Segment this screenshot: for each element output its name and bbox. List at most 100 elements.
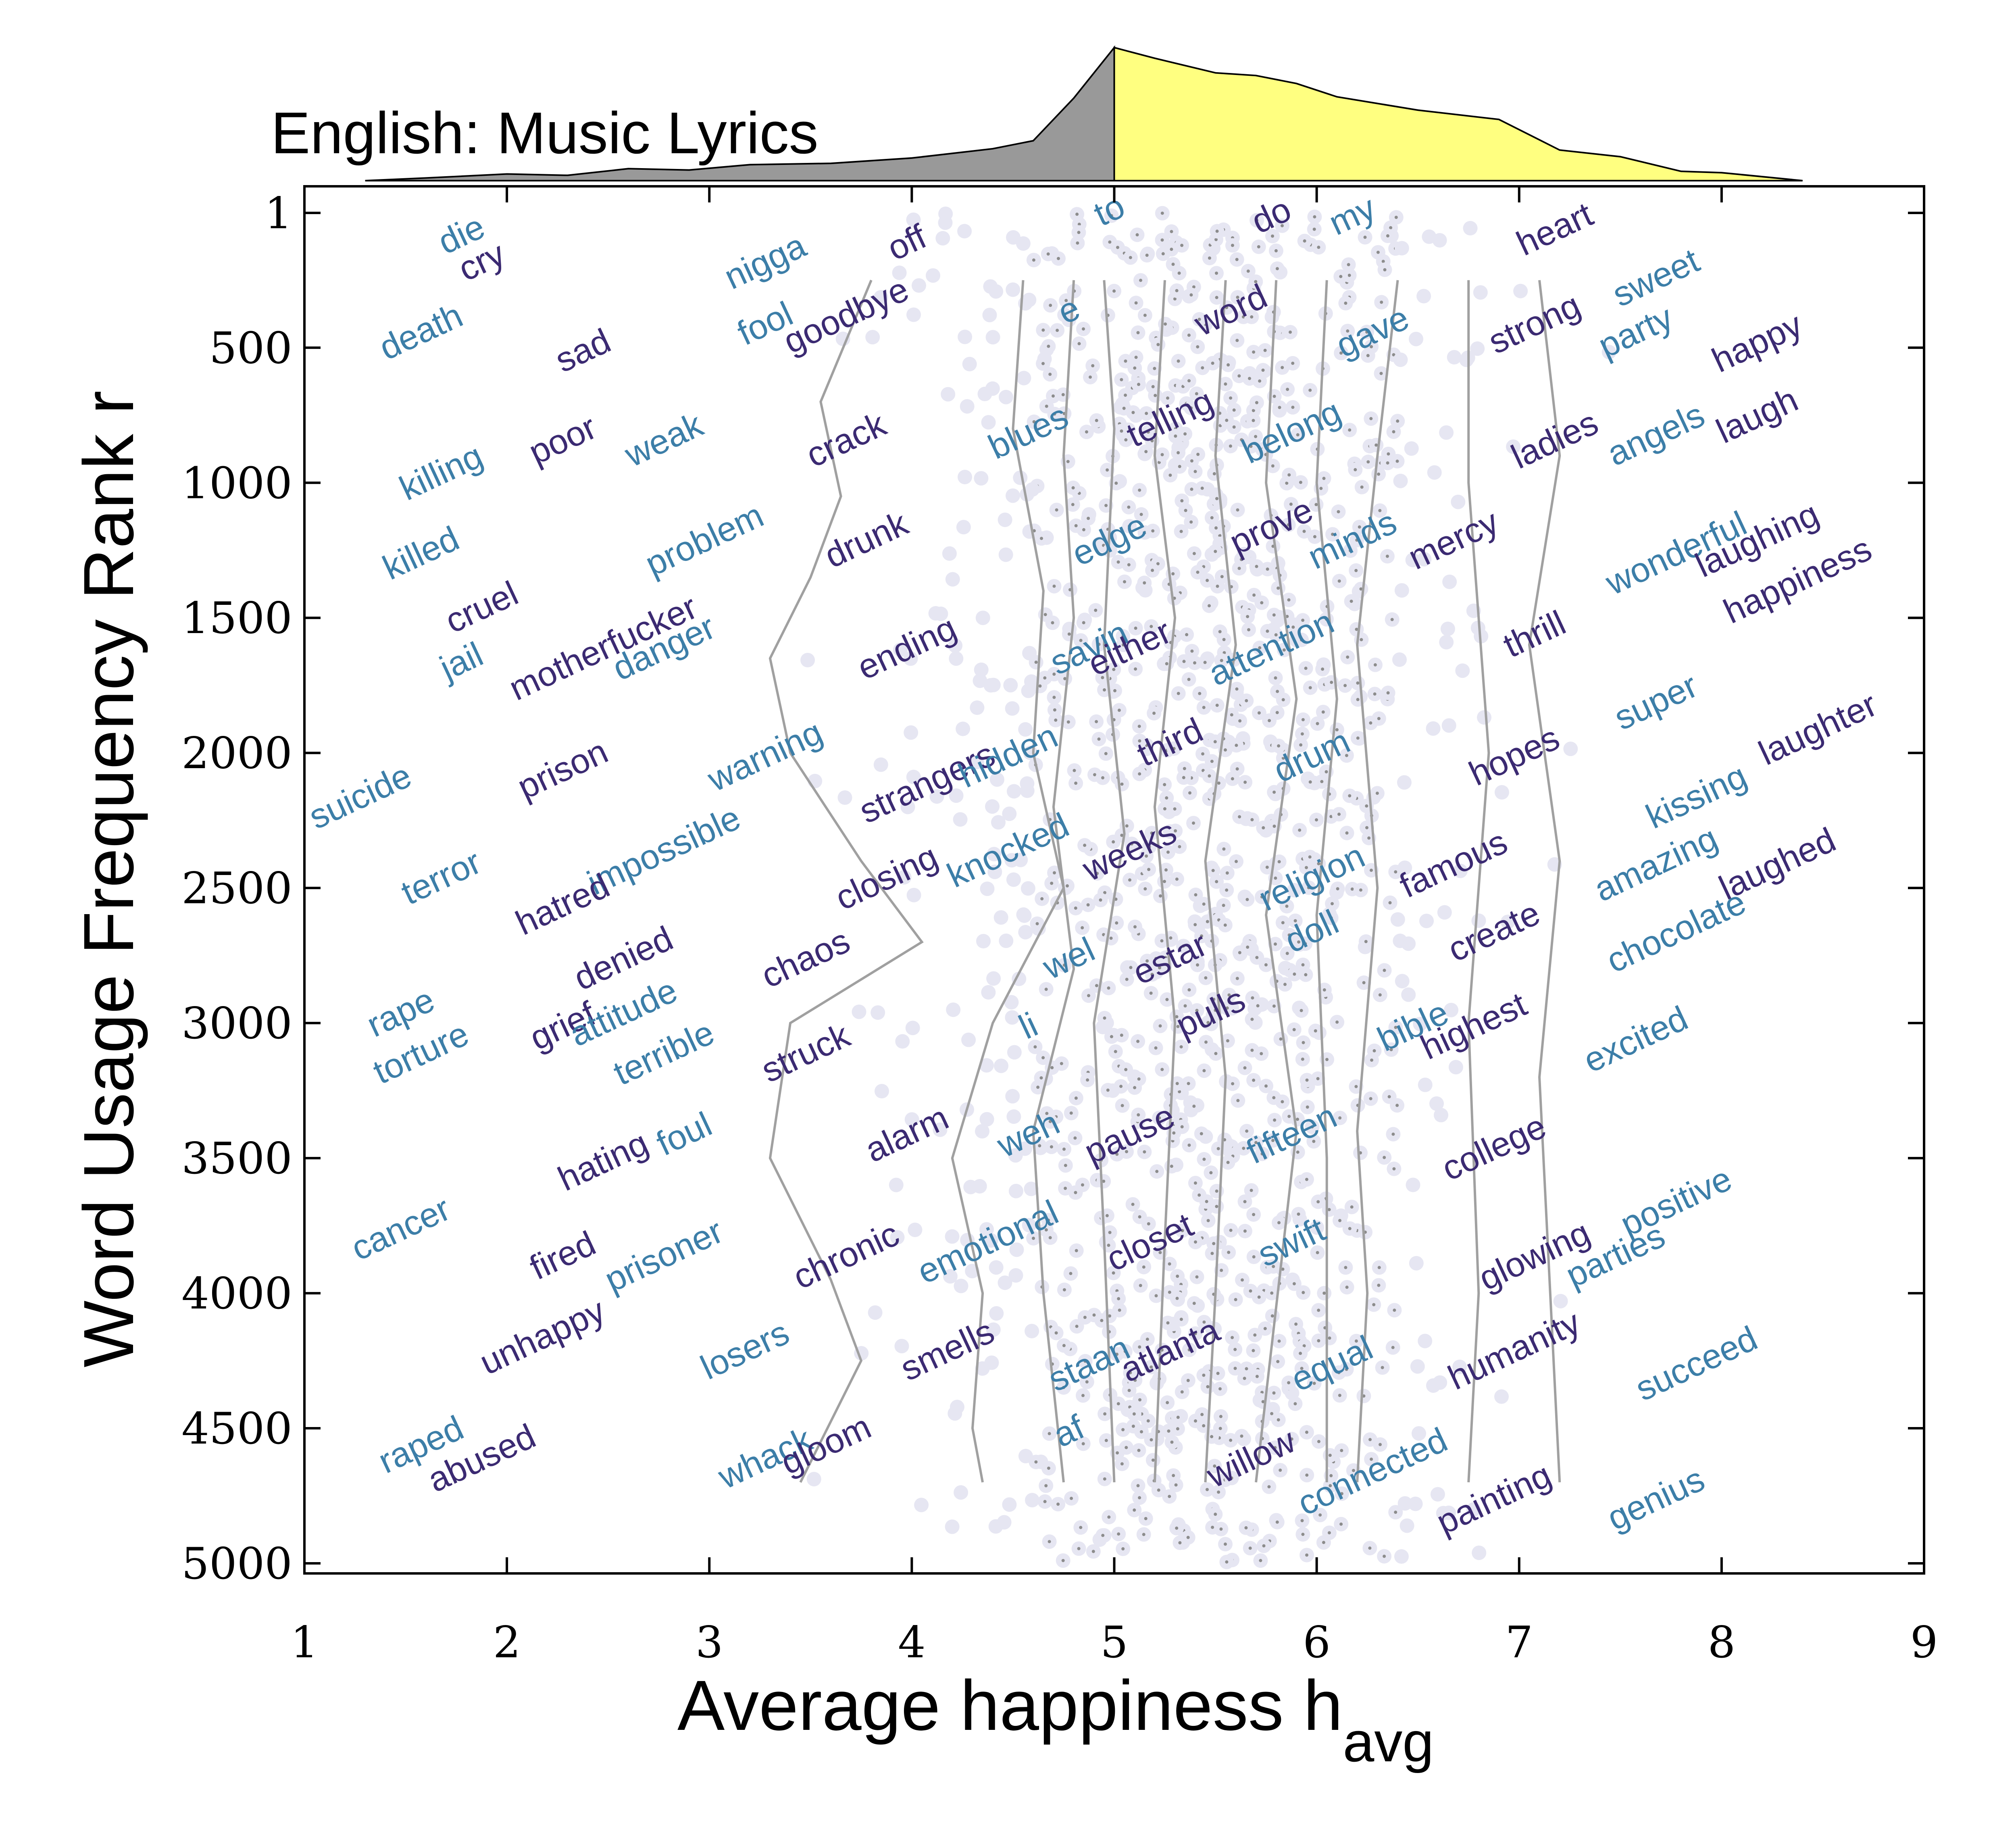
scatter-point-core xyxy=(1159,894,1162,898)
scatter-point xyxy=(1447,350,1462,365)
scatter-point-core xyxy=(1064,1187,1067,1190)
scatter-point-core xyxy=(1104,504,1108,507)
scatter-point xyxy=(1434,1108,1448,1123)
scatter-point-core xyxy=(1395,1104,1399,1107)
scatter-point-core xyxy=(1299,1352,1302,1355)
scatter-point-core xyxy=(1302,1344,1306,1348)
scatter-point xyxy=(973,673,987,688)
scatter-point-core xyxy=(1179,1045,1183,1049)
scatter-point-core xyxy=(1147,1222,1150,1225)
scatter-point xyxy=(1393,352,1408,367)
scatter-point-core xyxy=(1220,575,1224,578)
scatter-point-core xyxy=(1277,860,1281,863)
scatter-point xyxy=(980,881,995,896)
scatter-point-core xyxy=(1133,1378,1137,1382)
scatter-point-core xyxy=(1252,350,1256,354)
scatter-point xyxy=(949,788,964,803)
scatter-point-core xyxy=(1296,433,1300,437)
y-tick-label: 4500 xyxy=(181,1404,292,1454)
scatter-point-core xyxy=(1045,404,1048,408)
scatter-point xyxy=(1459,352,1474,367)
scatter-point-core xyxy=(1120,429,1123,433)
scatter-point-core xyxy=(1122,406,1126,410)
scatter-point-core xyxy=(1391,1346,1395,1349)
y-tick-label: 3500 xyxy=(181,1133,292,1184)
scatter-point-core xyxy=(1190,649,1194,653)
scatter-point-core xyxy=(1285,481,1289,485)
scatter-point-core xyxy=(1255,1375,1259,1378)
scatter-point xyxy=(969,754,984,769)
scatter-point-core xyxy=(1182,660,1186,663)
scatter-point-core xyxy=(1297,1213,1300,1216)
scatter-point-core xyxy=(1348,1227,1352,1230)
scatter-point-core xyxy=(1188,791,1191,795)
scatter-point-core xyxy=(1321,710,1325,714)
scatter-point-core xyxy=(1306,1105,1309,1109)
scatter-point-core xyxy=(1233,1348,1237,1351)
scatter-point-core xyxy=(1236,1099,1240,1102)
scatter-point-core xyxy=(1194,893,1198,897)
scatter-point xyxy=(983,678,998,693)
scatter-point-core xyxy=(1218,1387,1222,1391)
scatter-point-core xyxy=(1116,1402,1120,1406)
scatter-point-core xyxy=(1215,880,1218,883)
word-label: hopes xyxy=(1463,718,1565,793)
scatter-point-core xyxy=(1215,497,1218,500)
scatter-point-core xyxy=(1345,754,1348,757)
scatter-point-core xyxy=(1376,250,1380,254)
scatter-point-core xyxy=(1339,1522,1343,1526)
word-label: prison xyxy=(512,732,614,807)
scatter-point-core xyxy=(1166,1401,1169,1404)
scatter-point-core xyxy=(1312,1140,1316,1143)
scatter-point-core xyxy=(1085,1380,1089,1383)
scatter-point-core xyxy=(1265,865,1269,869)
scatter-point-core xyxy=(1215,1205,1218,1208)
y-tick-label: 5000 xyxy=(181,1539,292,1589)
scatter-point-core xyxy=(1192,1302,1196,1305)
scatter-point-core xyxy=(1203,660,1207,664)
scatter-point-core xyxy=(1255,219,1259,222)
scatter-point-core xyxy=(1391,1132,1395,1136)
scatter-point-core xyxy=(1198,692,1202,695)
scatter-point xyxy=(963,1179,978,1194)
scatter-point-core xyxy=(1310,1125,1314,1129)
scatter-point-core xyxy=(1270,1412,1274,1415)
word-label: genius xyxy=(1602,1460,1710,1538)
scatter-point-core xyxy=(1274,876,1277,880)
word-label: excited xyxy=(1578,999,1694,1080)
scatter-point-core xyxy=(1131,411,1135,414)
word-label: super xyxy=(1608,666,1704,738)
word-label: poor xyxy=(523,408,602,472)
scatter-point-core xyxy=(1219,1415,1223,1418)
scatter-point-core xyxy=(1235,860,1238,863)
scatter-point-core xyxy=(1104,752,1108,755)
scatter-point xyxy=(1401,987,1416,1002)
scatter-point-core xyxy=(1150,625,1153,628)
word-label: nigga xyxy=(719,226,812,297)
scatter-point-core xyxy=(1211,1525,1214,1529)
scatter-point-core xyxy=(1074,1191,1077,1194)
scatter-point-core xyxy=(1278,406,1281,409)
scatter-point-core xyxy=(1339,351,1343,355)
scatter-point-core xyxy=(1038,684,1042,688)
scatter-point-core xyxy=(1079,1526,1083,1529)
scatter-point-core xyxy=(1336,887,1339,891)
scatter-point-core xyxy=(1137,1113,1140,1117)
scatter-point-core xyxy=(1134,356,1138,359)
scatter-point-core xyxy=(1074,1096,1078,1100)
scatter-point-core xyxy=(1113,689,1116,692)
scatter-point-core xyxy=(1200,486,1204,490)
scatter-point-core xyxy=(1206,1488,1209,1491)
scatter-point-core xyxy=(1195,1275,1199,1279)
scatter-point-core xyxy=(1245,898,1249,901)
scatter-point xyxy=(960,399,975,414)
scatter-point-core xyxy=(1193,1181,1197,1185)
scatter-point-core xyxy=(1387,452,1390,456)
scatter-point xyxy=(945,1229,960,1244)
scatter-point-core xyxy=(1044,1228,1048,1231)
scatter-point-core xyxy=(1208,774,1211,778)
scatter-point-core xyxy=(1271,234,1274,238)
scatter-point-core xyxy=(1157,1488,1160,1492)
scatter-point xyxy=(1494,785,1509,800)
scatter-point-core xyxy=(1066,720,1070,724)
